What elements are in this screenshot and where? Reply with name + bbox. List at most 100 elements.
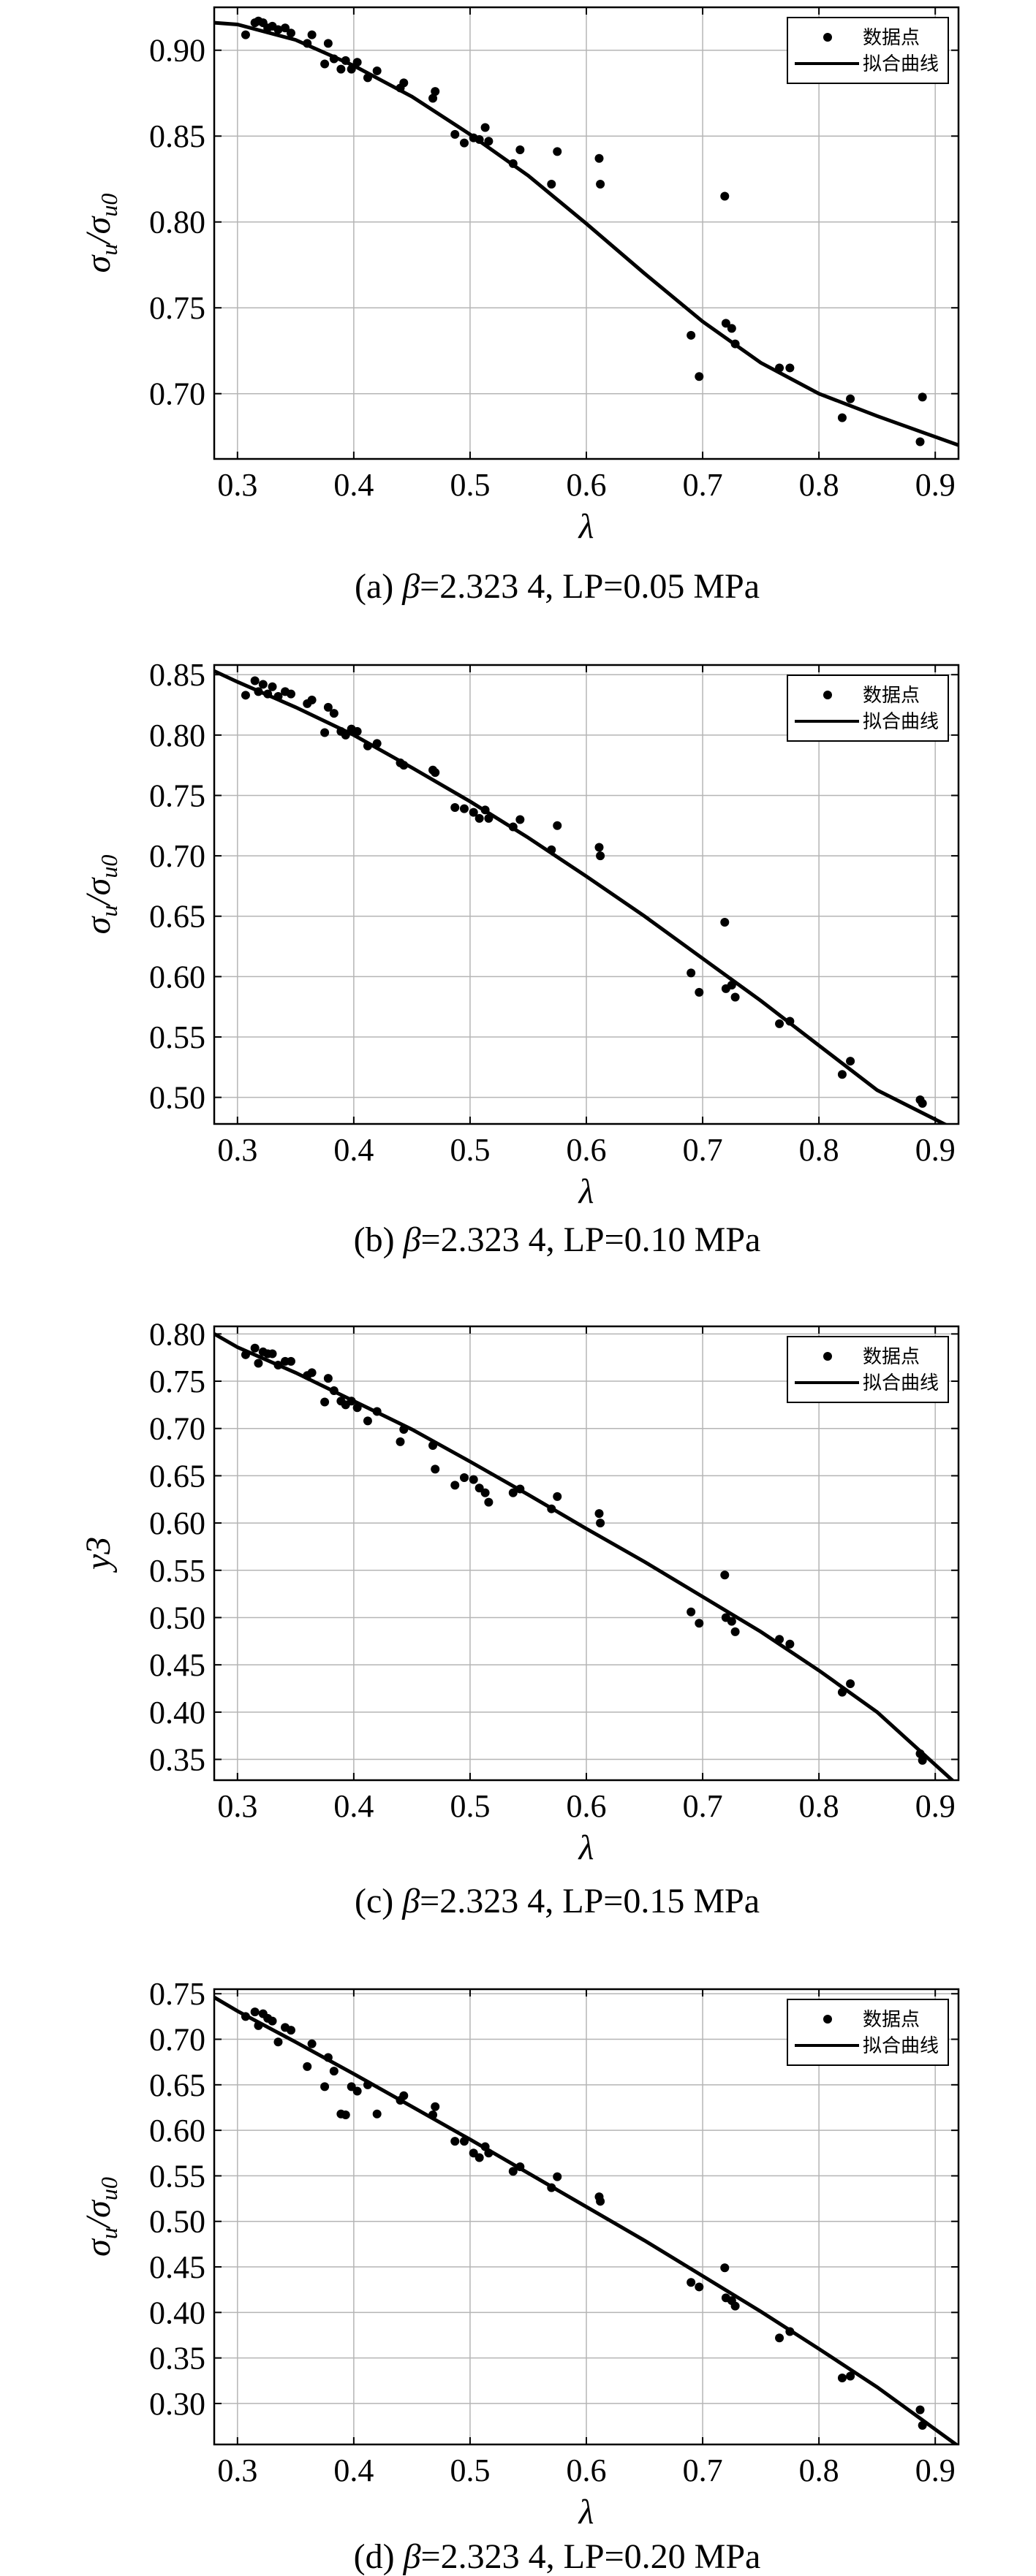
data-point xyxy=(352,1403,362,1413)
data-point xyxy=(450,1481,460,1490)
x-axis-label: λ xyxy=(578,2493,594,2531)
data-point xyxy=(273,1361,283,1370)
x-tick-label: 0.7 xyxy=(683,467,723,503)
data-point xyxy=(721,319,730,328)
data-point xyxy=(273,25,283,34)
legend-label-points: 数据点 xyxy=(863,27,920,49)
data-point xyxy=(720,191,730,201)
y-label-sub2: u0 xyxy=(96,194,122,217)
data-point xyxy=(553,821,562,830)
y-label-slash: /σ xyxy=(79,215,118,246)
data-point xyxy=(307,2039,317,2048)
x-tick-label: 0.9 xyxy=(915,2452,956,2488)
y-label-slash: /σ xyxy=(79,2199,118,2230)
data-point xyxy=(469,808,478,817)
data-point xyxy=(687,2278,696,2287)
x-tick-label: 0.6 xyxy=(567,1788,607,1824)
x-tick-label: 0.4 xyxy=(333,467,374,503)
data-point xyxy=(268,2016,277,2026)
data-point xyxy=(399,761,409,770)
caption-suffix: =2.323 4, LP=0.20 MPa xyxy=(421,2537,761,2576)
x-tick-label: 0.4 xyxy=(333,1132,374,1168)
data-point xyxy=(730,339,740,349)
data-point xyxy=(553,1492,562,1501)
data-point xyxy=(720,1570,730,1580)
y-tick-label: 0.90 xyxy=(149,33,205,69)
data-point xyxy=(785,1017,795,1026)
data-point xyxy=(431,2102,440,2111)
data-point xyxy=(596,851,605,861)
data-point xyxy=(596,1519,605,1528)
data-point xyxy=(273,2037,283,2047)
x-tick-label: 0.9 xyxy=(915,1132,956,1168)
x-tick-label: 0.8 xyxy=(799,467,839,503)
data-point xyxy=(918,1755,927,1765)
data-point xyxy=(263,689,273,699)
y-tick-label: 0.50 xyxy=(149,2204,205,2240)
y-label-sub1: u xyxy=(96,905,122,917)
y-label-main: y3 xyxy=(79,1537,118,1573)
data-point xyxy=(273,691,283,701)
y-label-sub1: u xyxy=(96,244,122,256)
data-point xyxy=(431,87,440,96)
caption-beta: β xyxy=(401,567,420,606)
data-point xyxy=(250,1343,260,1353)
data-point xyxy=(515,2162,525,2171)
y-tick-label: 0.70 xyxy=(149,376,205,412)
data-point xyxy=(846,2371,855,2381)
data-point xyxy=(431,1464,440,1474)
data-point xyxy=(785,1639,795,1649)
y-tick-label: 0.40 xyxy=(149,2295,205,2330)
x-tick-label: 0.7 xyxy=(683,1132,723,1168)
data-point xyxy=(730,992,740,1002)
legend-box xyxy=(787,1336,949,1403)
y-label-slash: /σ xyxy=(79,876,118,907)
data-point xyxy=(303,2062,312,2071)
x-tick-label: 0.5 xyxy=(450,467,490,503)
y-tick-label: 0.60 xyxy=(149,1505,205,1541)
y-label-sub1: u xyxy=(96,2227,122,2239)
data-point xyxy=(268,682,277,691)
x-tick-label: 0.3 xyxy=(217,2452,257,2488)
y-tick-label: 0.60 xyxy=(149,2113,205,2148)
data-point xyxy=(515,1484,525,1494)
plot-frame xyxy=(213,6,960,460)
data-point xyxy=(323,702,333,712)
data-point xyxy=(347,64,356,74)
data-point xyxy=(372,2109,382,2119)
legend-box xyxy=(787,675,949,742)
data-point xyxy=(241,691,250,700)
data-point xyxy=(474,1483,484,1493)
data-point xyxy=(695,2282,704,2292)
data-point xyxy=(727,1616,736,1626)
data-point xyxy=(320,59,330,69)
data-point xyxy=(837,413,847,422)
x-tick-label: 0.4 xyxy=(333,1788,374,1824)
data-point xyxy=(469,1475,478,1484)
legend-label-points: 数据点 xyxy=(863,2009,920,2031)
data-point xyxy=(258,680,268,689)
data-point xyxy=(241,1350,250,1359)
x-tick-label: 0.7 xyxy=(683,2452,723,2488)
data-point xyxy=(918,1098,927,1108)
data-point xyxy=(915,1749,925,1758)
data-point xyxy=(399,1425,409,1435)
data-point xyxy=(837,1070,847,1079)
data-point xyxy=(336,64,346,74)
data-point xyxy=(484,137,494,146)
caption-suffix: =2.323 4, LP=0.15 MPa xyxy=(420,1882,760,1920)
y-tick-label: 0.75 xyxy=(149,1364,205,1399)
y-label-main: σ xyxy=(79,2238,118,2257)
panel-caption: (d) β=2.323 4, LP=0.20 MPa xyxy=(354,2537,761,2576)
data-point xyxy=(775,1635,784,1644)
data-point xyxy=(428,1441,438,1451)
x-tick-label: 0.5 xyxy=(450,2452,490,2488)
data-point xyxy=(695,987,704,997)
data-point xyxy=(480,805,490,815)
x-axis-label: λ xyxy=(578,507,594,546)
data-point xyxy=(695,1619,704,1628)
y-tick-label: 0.55 xyxy=(149,1019,205,1055)
data-point xyxy=(347,1397,356,1406)
y-tick-label: 0.55 xyxy=(149,1553,205,1589)
data-point xyxy=(459,804,469,813)
